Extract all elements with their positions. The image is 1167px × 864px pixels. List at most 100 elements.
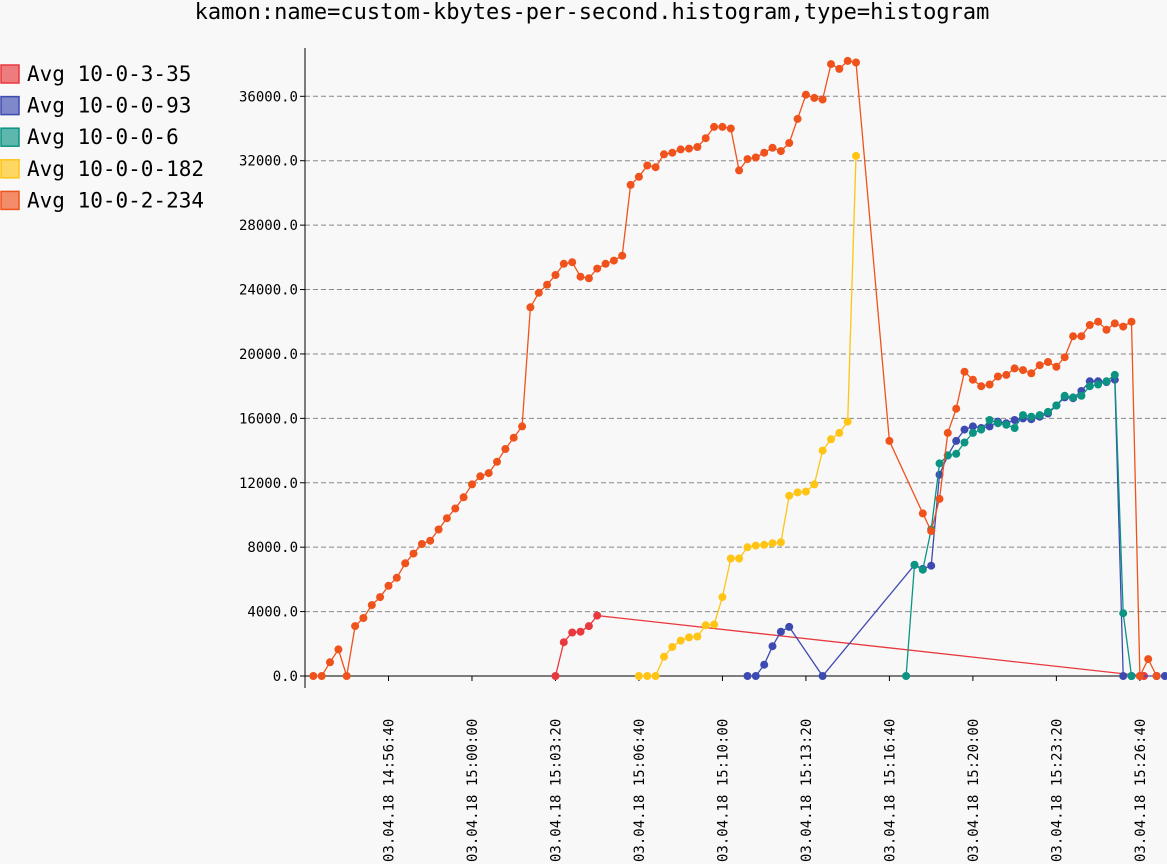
data-point[interactable] [1077,391,1086,400]
data-point[interactable] [1094,380,1103,389]
data-point[interactable] [835,428,844,437]
data-point[interactable] [927,527,936,536]
data-point[interactable] [468,480,476,489]
data-point[interactable] [1127,672,1136,680]
data-point[interactable] [417,540,426,548]
data-point[interactable] [743,543,752,552]
data-point[interactable] [634,172,643,181]
data-point[interactable] [493,457,501,466]
data-point[interactable] [1144,655,1153,664]
data-point[interactable] [1094,317,1103,326]
data-point[interactable] [660,652,668,661]
data-point[interactable] [1010,424,1019,432]
data-point[interactable] [1019,366,1027,375]
data-point[interactable] [1002,420,1011,429]
data-point[interactable] [1035,361,1044,370]
data-point[interactable] [367,601,376,610]
data-point[interactable] [668,148,677,157]
data-point[interactable] [710,122,719,131]
data-point[interactable] [960,438,969,447]
data-point[interactable] [1119,672,1128,680]
data-point[interactable] [1135,672,1144,680]
data-point[interactable] [543,280,552,289]
data-point[interactable] [568,628,577,637]
data-point[interactable] [384,581,393,590]
data-point[interactable] [476,472,485,481]
data-point[interactable] [651,163,660,172]
data-point[interactable] [1152,672,1161,680]
data-point[interactable] [392,573,401,582]
data-point[interactable] [701,621,710,630]
data-point[interactable] [918,565,927,574]
data-point[interactable] [993,419,1002,428]
data-point[interactable] [1060,353,1069,362]
data-point[interactable] [1119,609,1128,618]
data-point[interactable] [760,148,769,157]
data-point[interactable] [885,436,894,445]
data-point[interactable] [910,560,919,569]
data-point[interactable] [1044,407,1052,416]
data-point[interactable] [409,549,418,558]
data-point[interactable] [1010,416,1019,424]
data-point[interactable] [693,632,702,641]
data-point[interactable] [818,672,827,680]
data-point[interactable] [985,416,994,424]
data-point[interactable] [818,446,827,455]
data-point[interactable] [793,114,802,123]
data-point[interactable] [751,541,760,550]
data-point[interactable] [793,488,802,497]
data-point[interactable] [960,425,969,434]
data-point[interactable] [351,622,360,631]
data-point[interactable] [342,672,351,680]
data-point[interactable] [760,540,769,549]
data-point[interactable] [735,554,744,563]
data-point[interactable] [551,672,560,680]
data-point[interactable] [1127,317,1136,326]
data-point[interactable] [1085,321,1094,329]
data-point[interactable] [810,93,819,102]
data-point[interactable] [1119,322,1128,331]
data-point[interactable] [451,504,460,513]
data-point[interactable] [751,153,760,162]
data-point[interactable] [576,272,585,281]
data-point[interactable] [668,643,677,651]
data-point[interactable] [852,58,860,67]
data-point[interactable] [776,147,785,156]
data-point[interactable] [801,90,810,99]
data-point[interactable] [551,271,560,279]
data-point[interactable] [1160,672,1167,680]
data-point[interactable] [843,417,852,426]
data-point[interactable] [918,509,927,518]
data-point[interactable] [768,539,777,548]
data-point[interactable] [952,449,961,458]
data-point[interactable] [1069,393,1078,402]
data-point[interactable] [1010,364,1019,373]
data-point[interactable] [593,264,602,273]
data-point[interactable] [768,143,777,152]
data-point[interactable] [985,422,994,431]
data-point[interactable] [993,372,1002,381]
data-point[interactable] [952,404,961,413]
data-point[interactable] [626,180,635,189]
data-point[interactable] [526,303,535,312]
data-point[interactable] [484,469,493,478]
data-point[interactable] [434,525,443,534]
data-point[interactable] [710,620,719,629]
data-point[interactable] [676,145,685,154]
data-point[interactable] [810,480,819,489]
data-point[interactable] [1069,332,1078,341]
data-point[interactable] [751,672,760,680]
data-point[interactable] [1060,391,1069,400]
data-point[interactable] [643,672,652,680]
data-point[interactable] [1110,319,1119,328]
data-point[interactable] [718,122,727,131]
data-point[interactable] [609,256,618,265]
data-point[interactable] [693,143,702,151]
data-point[interactable] [785,622,794,631]
data-point[interactable] [584,622,593,631]
data-point[interactable] [1002,370,1011,379]
data-point[interactable] [1035,411,1044,420]
data-point[interactable] [559,259,568,268]
data-point[interactable] [843,56,852,65]
data-point[interactable] [534,288,543,297]
